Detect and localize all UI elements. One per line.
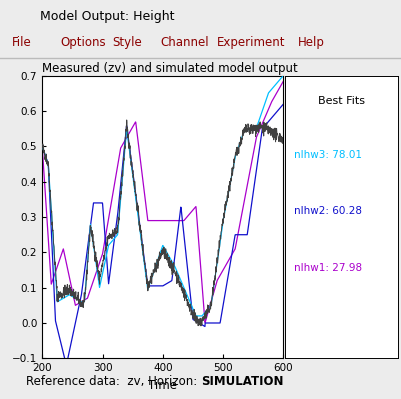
Text: Model Output: Height: Model Output: Height	[40, 10, 174, 23]
X-axis label: Time: Time	[148, 379, 177, 392]
Text: Measured (zv) and simulated model output: Measured (zv) and simulated model output	[42, 61, 297, 75]
Text: nlhw1: 27.98: nlhw1: 27.98	[294, 263, 362, 273]
Text: Options: Options	[60, 36, 105, 49]
Text: Channel: Channel	[160, 36, 209, 49]
Text: Style: Style	[112, 36, 142, 49]
Text: nlhw3: 78.01: nlhw3: 78.01	[294, 150, 362, 160]
Text: nlhw2: 60.28: nlhw2: 60.28	[294, 206, 362, 216]
Text: File: File	[12, 36, 32, 49]
Text: Help: Help	[297, 36, 324, 49]
Text: SIMULATION: SIMULATION	[200, 375, 283, 388]
Text: Best Fits: Best Fits	[318, 96, 364, 106]
Text: Experiment: Experiment	[217, 36, 285, 49]
Text: Reference data:  zv, Horizon:: Reference data: zv, Horizon:	[26, 375, 200, 388]
